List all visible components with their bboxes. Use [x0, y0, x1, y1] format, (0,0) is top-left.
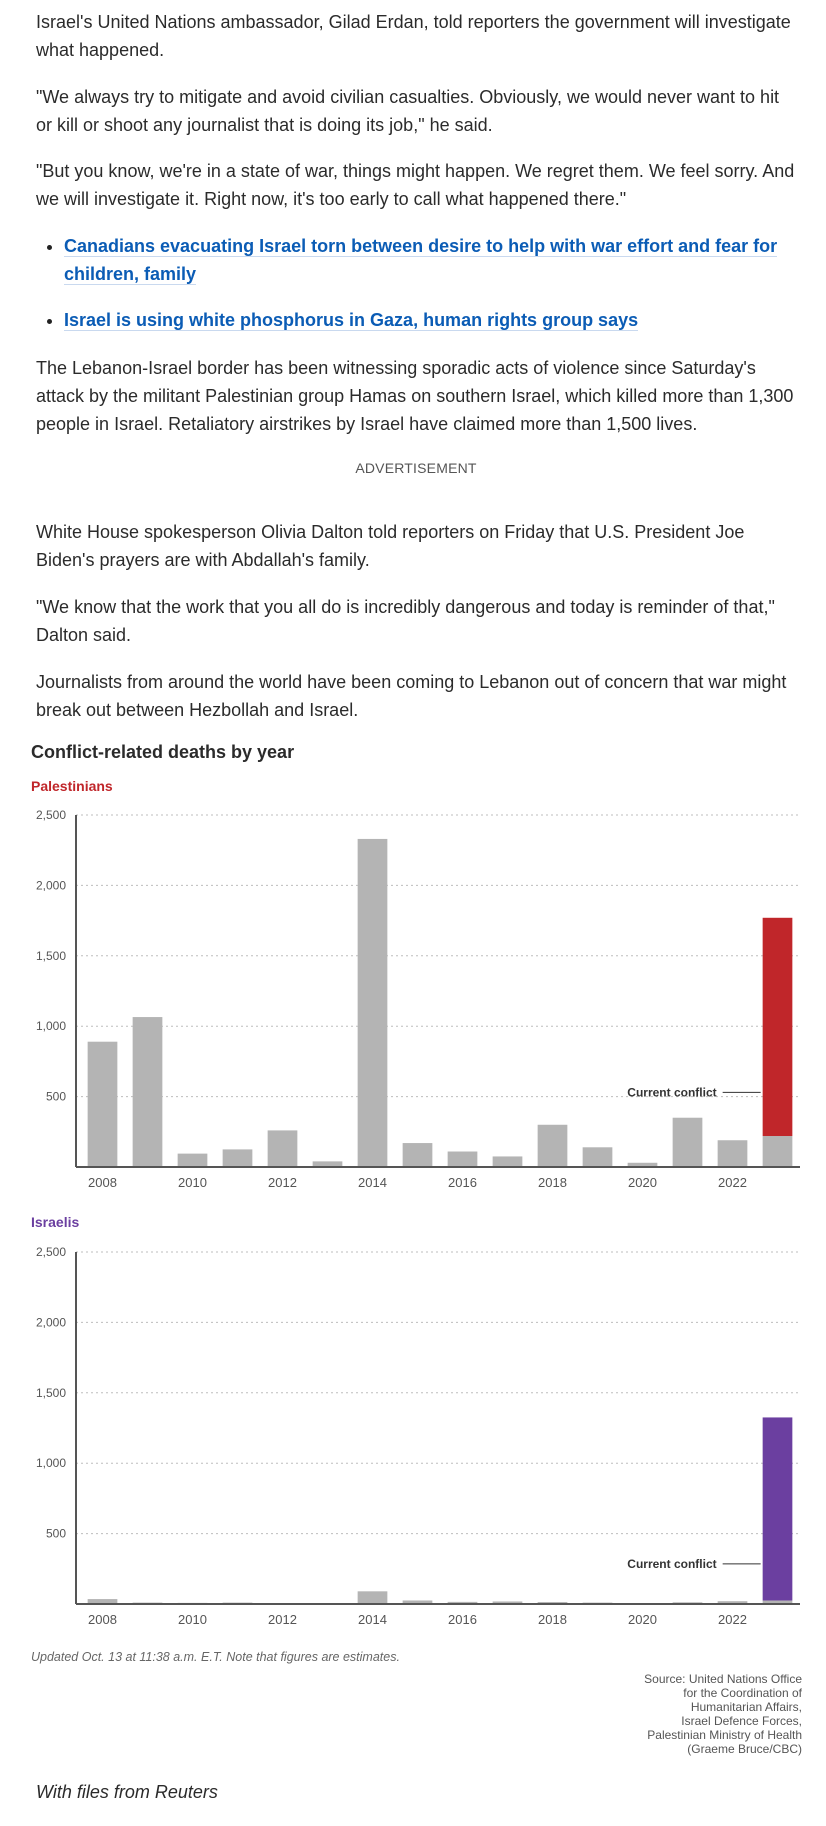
bar — [492, 1601, 523, 1604]
source-line: Humanitarian Affairs, — [690, 1700, 802, 1714]
source-line: Source: United Nations Office — [644, 1672, 802, 1686]
bar — [222, 1149, 253, 1167]
israelis-subtitle: Israelis — [31, 1214, 80, 1230]
x-tick-label: 2008 — [88, 1612, 117, 1627]
y-tick-label: 2,000 — [36, 1315, 66, 1329]
x-tick-label: 2016 — [448, 1175, 477, 1190]
x-tick-label: 2008 — [88, 1175, 117, 1190]
y-tick-label: 2,500 — [36, 1245, 66, 1259]
x-tick-label: 2010 — [178, 1175, 207, 1190]
x-tick-label: 2014 — [358, 1612, 387, 1627]
bar — [537, 1124, 568, 1167]
bar — [267, 1130, 298, 1167]
x-tick-label: 2018 — [538, 1175, 567, 1190]
paragraph-1: Israel's United Nations ambassador, Gila… — [36, 12, 791, 60]
x-tick-label: 2018 — [538, 1612, 567, 1627]
y-tick-label: 2,500 — [36, 808, 66, 822]
bar — [762, 1136, 793, 1167]
x-tick-label: 2014 — [358, 1175, 387, 1190]
y-tick-label: 1,000 — [36, 1456, 66, 1470]
advertisement-label: ADVERTISEMENT — [355, 460, 477, 476]
x-tick-label: 2020 — [628, 1612, 657, 1627]
bar — [132, 1017, 163, 1167]
bar-current-conflict — [762, 917, 793, 1137]
bar — [402, 1600, 433, 1604]
paragraph-5: White House spokesperson Olivia Dalton t… — [36, 522, 745, 570]
paragraph-7: Journalists from around the world have b… — [36, 672, 787, 720]
bar — [312, 1161, 343, 1167]
bar — [762, 1600, 793, 1604]
bar — [447, 1601, 478, 1604]
x-tick-label: 2012 — [268, 1612, 297, 1627]
related-links-list: Canadians evacuating Israel torn between… — [36, 232, 824, 352]
related-link-item: Canadians evacuating Israel torn between… — [64, 232, 824, 288]
annotation-label: Current conflict — [627, 1557, 716, 1571]
bar — [447, 1151, 478, 1167]
palestinians-chart: 500 1,000 1,500 2,000 2,500 Current conflict 2… — [36, 808, 800, 1190]
related-link-phosphorus[interactable]: Israel is using white phosphorus in Gaza… — [64, 310, 639, 331]
y-tick-label: 500 — [46, 1090, 66, 1104]
bar — [717, 1601, 748, 1604]
bar — [492, 1156, 523, 1167]
chart-title: Conflict-related deaths by year — [31, 742, 295, 762]
bar — [87, 1041, 118, 1167]
bar — [672, 1117, 703, 1167]
credit-line: With files from Reuters — [36, 1782, 218, 1802]
palestinians-subtitle: Palestinians — [31, 778, 113, 794]
x-tick-label: 2012 — [268, 1175, 297, 1190]
bar — [582, 1147, 613, 1167]
bar-current-conflict — [762, 1417, 793, 1601]
y-tick-label: 1,500 — [36, 1386, 66, 1400]
chart-source: Source: United Nations Office for the Co… — [562, 1672, 802, 1756]
israelis-chart: 500 1,000 1,500 2,000 2,500 Current conflict 2… — [36, 1245, 800, 1627]
source-line: for the Coordination of — [683, 1686, 802, 1700]
bar — [402, 1143, 433, 1167]
related-link-canadians[interactable]: Canadians evacuating Israel torn between… — [64, 236, 778, 285]
bar — [717, 1140, 748, 1167]
x-tick-label: 2010 — [178, 1612, 207, 1627]
paragraph-3: "But you know, we're in a state of war, … — [36, 161, 795, 209]
bar — [177, 1153, 208, 1167]
chart-note: Updated Oct. 13 at 11:38 a.m. E.T. Note … — [31, 1650, 400, 1664]
related-link-item: Israel is using white phosphorus in Gaza… — [64, 306, 824, 334]
bar — [357, 838, 388, 1167]
source-line: Israel Defence Forces, — [681, 1714, 802, 1728]
paragraph-4: The Lebanon-Israel border has been witne… — [36, 358, 794, 434]
y-tick-label: 1,500 — [36, 949, 66, 963]
bar — [87, 1599, 118, 1604]
y-tick-label: 2,000 — [36, 878, 66, 892]
x-tick-label: 2022 — [718, 1175, 747, 1190]
bar — [627, 1162, 658, 1167]
paragraph-2: "We always try to mitigate and avoid civ… — [36, 87, 780, 135]
annotation-label: Current conflict — [627, 1085, 716, 1099]
y-tick-label: 1,000 — [36, 1019, 66, 1033]
bar — [357, 1591, 388, 1604]
paragraph-6: "We know that the work that you all do i… — [36, 597, 775, 645]
x-tick-label: 2020 — [628, 1175, 657, 1190]
source-line: (Graeme Bruce/CBC) — [687, 1742, 802, 1756]
source-line: Palestinian Ministry of Health — [647, 1728, 802, 1742]
y-tick-label: 500 — [46, 1527, 66, 1541]
x-tick-label: 2022 — [718, 1612, 747, 1627]
x-tick-label: 2016 — [448, 1612, 477, 1627]
